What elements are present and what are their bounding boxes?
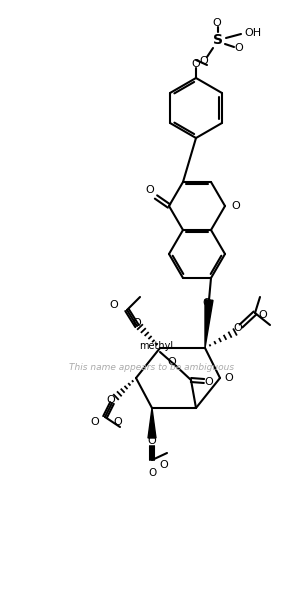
Text: O: O bbox=[259, 310, 268, 320]
Text: O: O bbox=[234, 323, 242, 333]
Text: O: O bbox=[148, 468, 156, 478]
Text: OH: OH bbox=[244, 28, 261, 38]
Text: O: O bbox=[225, 373, 233, 383]
Polygon shape bbox=[205, 300, 213, 348]
Text: O: O bbox=[212, 18, 221, 28]
Text: O: O bbox=[114, 417, 123, 427]
Text: O: O bbox=[148, 436, 156, 446]
Text: O: O bbox=[232, 201, 240, 211]
Text: O: O bbox=[192, 59, 200, 69]
Text: O: O bbox=[235, 43, 244, 53]
Text: O: O bbox=[168, 357, 176, 367]
Text: S: S bbox=[213, 33, 223, 47]
Text: O: O bbox=[110, 300, 118, 310]
Text: methyl: methyl bbox=[139, 341, 173, 351]
Polygon shape bbox=[148, 408, 156, 438]
Text: O: O bbox=[200, 56, 208, 66]
Text: O: O bbox=[133, 318, 141, 328]
Text: O: O bbox=[205, 377, 213, 387]
Text: O: O bbox=[160, 460, 168, 470]
Text: This name appears to be ambiguous: This name appears to be ambiguous bbox=[69, 363, 235, 372]
Text: O: O bbox=[146, 185, 154, 195]
Text: O: O bbox=[91, 417, 99, 427]
Text: O: O bbox=[107, 395, 116, 405]
Text: O: O bbox=[203, 298, 211, 308]
